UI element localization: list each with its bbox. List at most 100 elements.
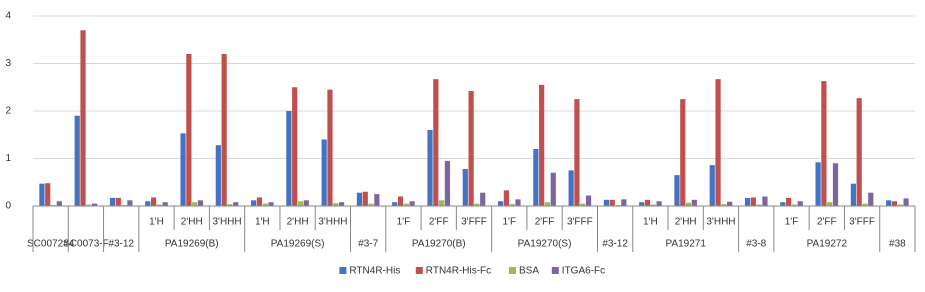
bar [715,79,721,206]
bar [192,202,198,206]
bar [462,168,468,206]
bar [650,204,656,206]
bar [444,160,451,206]
bar [221,54,227,206]
bar [897,204,903,206]
x-tick-label: 3'HHH [706,217,735,228]
bar [439,200,445,206]
bar [568,170,574,206]
x-tick-label: 2'HH [287,217,309,228]
x-tick-label: #3-8 [746,239,766,250]
bar [292,87,298,206]
x-tick-label: SC0072#4 [27,239,75,250]
x-tick-label: #3-12 [108,239,134,250]
x-tick-label: 1'F [502,217,516,228]
x-tick-label: 2'FF [817,217,837,228]
bar [227,204,233,206]
bar [780,202,786,206]
bar [362,191,368,206]
legend-label: BSA [519,266,539,277]
legend-swatch [415,267,423,274]
group-label: PA19272 [807,239,848,250]
bar [886,200,892,206]
bar [903,198,909,206]
bar [691,199,697,206]
bar [56,201,62,206]
bar [533,149,539,206]
y-tick-label: 3 [5,58,11,69]
bar [127,200,133,206]
bar [644,199,651,206]
bar [815,162,821,206]
bar [427,130,433,206]
legend-label: RTN4R-His-Fc [426,266,491,277]
bar [374,194,380,206]
x-tick-label: 3'FFF [849,217,875,228]
x-tick-label: #38 [889,239,906,250]
bar [403,203,409,206]
legend-swatch [509,267,516,274]
bar [180,133,186,206]
bar [509,204,515,206]
bar [233,202,239,206]
bar [656,201,662,206]
bar [727,201,733,206]
x-tick-label: 1'H [149,217,164,228]
bar [356,192,363,206]
y-tick-label: 0 [5,201,11,212]
bar [409,201,415,206]
group-label: PA19269(B) [165,239,219,250]
bar [80,30,86,206]
x-tick-label: 2'FF [535,217,555,228]
bar [303,200,309,206]
legend-swatch [551,267,559,274]
bar [262,203,268,206]
x-tick-label: #3-7 [358,239,378,250]
y-tick-label: 2 [5,106,11,117]
bar [286,111,292,206]
bar [685,202,692,206]
y-tick-label: 4 [5,11,11,22]
legend-label: ITGA6-Fc [562,266,605,277]
bar [215,145,221,206]
x-tick-label: 3'FFF [567,217,593,228]
bar [721,204,727,206]
bar [539,84,545,206]
bar [109,197,116,206]
group-label: PA19269(S) [271,239,325,250]
bar [268,202,274,206]
x-tick-label: SC0073-F [63,239,109,250]
bar [709,165,715,206]
bar [574,99,580,206]
bar [338,202,345,206]
x-tick-label: 3'HHH [212,217,241,228]
legend-label: RTN4R-His [349,266,400,277]
group-label: PA19270(B) [412,239,466,250]
bar [327,89,333,206]
bar [585,195,592,206]
bar [92,203,98,206]
x-tick-label: 1'H [255,217,270,228]
bar [115,197,121,206]
x-tick-label: 2'HH [181,217,203,228]
bar [156,204,162,206]
x-tick-label: 1'H [643,217,658,228]
bar [832,163,839,206]
bar [368,203,374,206]
bar [397,196,404,206]
bar [297,201,304,206]
bar [515,199,521,206]
x-tick-label: 3'HHH [318,217,347,228]
bar [639,202,645,206]
x-tick-label: 3'FFF [461,217,487,228]
bar [750,197,756,206]
x-tick-label: 1'F [397,217,411,228]
bar [891,201,898,206]
bar [39,183,45,206]
bar [544,202,551,206]
bar [862,203,868,206]
group-label: PA19271 [665,239,706,250]
bar [603,199,610,206]
bar [145,201,151,206]
